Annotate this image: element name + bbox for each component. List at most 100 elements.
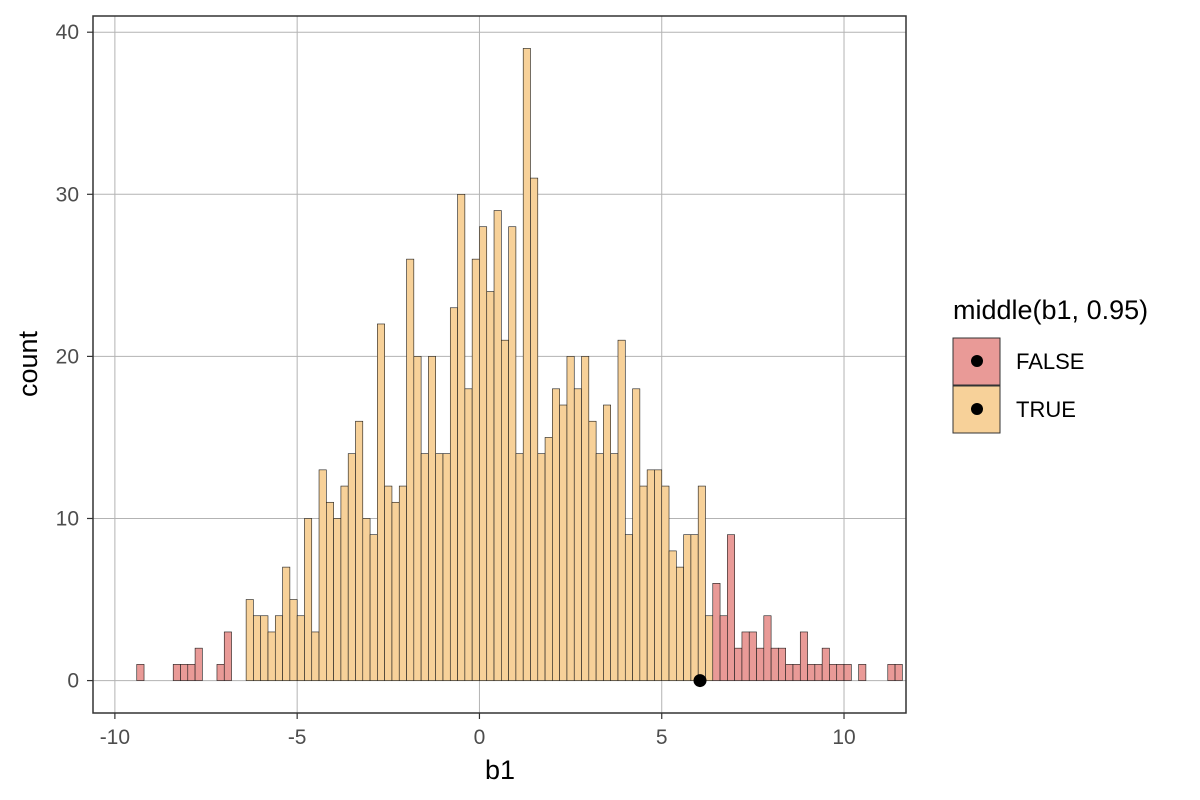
bar-false	[894, 664, 903, 681]
bar-true	[355, 420, 364, 681]
bar-true	[267, 631, 276, 681]
bar-true	[435, 453, 444, 681]
bar-false	[719, 615, 728, 681]
bar-true	[413, 356, 422, 681]
bar-false	[763, 615, 772, 681]
legend-item-true: TRUE	[952, 385, 1076, 434]
y-tick-label: 30	[56, 183, 79, 206]
bar-true	[377, 323, 385, 681]
bar-true	[559, 404, 568, 681]
bar-true	[683, 534, 692, 681]
legend-point-true	[971, 403, 983, 415]
bar-false	[770, 647, 779, 681]
legend-point-false	[971, 355, 983, 367]
bar-true	[326, 501, 334, 681]
y-axis-ticks: 0 10 20 30 40	[56, 21, 93, 693]
observed-point	[693, 674, 707, 688]
y-tick-label: 10	[56, 507, 79, 530]
observed-point-layer	[693, 674, 707, 688]
bar-true	[457, 194, 466, 681]
bar-true	[449, 307, 458, 681]
bar-false	[194, 647, 203, 681]
legend-title: middle(b1, 0.95)	[953, 295, 1148, 325]
bar-false	[180, 664, 189, 681]
bar-false	[216, 664, 225, 681]
bar-true	[515, 453, 524, 681]
legend-label-true: TRUE	[1016, 397, 1076, 422]
bar-true	[676, 566, 684, 681]
bar-false	[829, 664, 838, 681]
bar-true	[311, 631, 320, 681]
bar-false	[785, 664, 794, 681]
bar-true	[697, 485, 706, 681]
x-axis-ticks: -10 -5 0 5 10	[100, 713, 856, 749]
bar-false	[136, 664, 145, 681]
bar-false	[778, 647, 786, 681]
bar-true	[245, 599, 254, 681]
bar-true	[318, 469, 327, 681]
x-tick-label: 10	[832, 726, 855, 749]
bar-true	[384, 485, 393, 681]
x-tick-label: 0	[474, 726, 486, 749]
bar-true	[282, 566, 291, 681]
x-tick-label: -10	[100, 726, 130, 749]
bar-true	[588, 420, 597, 681]
bar-true	[603, 404, 611, 681]
bar-false	[814, 664, 823, 681]
bar-true	[632, 388, 641, 681]
bar-true	[420, 453, 429, 681]
bar-true	[690, 534, 699, 681]
bar-true	[661, 485, 670, 681]
bar-false	[887, 664, 896, 681]
bar-true	[508, 226, 517, 681]
bar-false	[756, 647, 765, 681]
bar-true	[471, 258, 480, 681]
bar-false	[836, 664, 845, 681]
y-tick-label: 40	[56, 21, 79, 44]
bar-true	[406, 258, 415, 681]
histogram-bars	[136, 48, 903, 681]
x-axis-title: b1	[485, 755, 515, 785]
bar-true	[552, 388, 560, 681]
bar-true	[347, 453, 356, 681]
bar-true	[253, 615, 262, 681]
x-tick-label: 5	[656, 726, 668, 749]
bar-false	[748, 631, 757, 681]
bar-true	[260, 615, 269, 681]
bar-true	[333, 518, 342, 681]
bar-true	[668, 550, 677, 681]
bar-true	[646, 469, 655, 681]
bar-false	[712, 583, 721, 681]
bar-false	[172, 664, 181, 681]
legend-item-false: FALSE	[952, 337, 1084, 386]
bar-true	[705, 615, 714, 681]
bar-true	[493, 210, 502, 681]
bar-true	[624, 534, 633, 681]
panel-border	[92, 15, 907, 714]
bar-true	[442, 453, 451, 681]
bar-true	[573, 388, 582, 681]
bar-true	[654, 469, 663, 681]
bar-true	[479, 226, 488, 681]
legend: middle(b1, 0.95) FALSE TRUE	[952, 295, 1148, 434]
bar-false	[807, 664, 816, 681]
bar-true	[544, 437, 553, 681]
y-tick-label: 20	[56, 345, 79, 368]
y-tick-label: 0	[67, 670, 79, 693]
bar-false	[187, 664, 196, 681]
bar-true	[530, 177, 539, 681]
bar-false	[843, 664, 852, 681]
bar-false	[792, 664, 801, 681]
bar-false	[799, 631, 808, 681]
bar-true	[274, 615, 283, 681]
bar-true	[296, 615, 305, 681]
bar-false	[858, 664, 867, 681]
bar-true	[581, 356, 590, 681]
y-axis-title: count	[13, 330, 43, 397]
bar-true	[391, 501, 400, 681]
bar-true	[566, 356, 575, 681]
legend-label-false: FALSE	[1016, 349, 1084, 374]
bar-true	[522, 48, 531, 681]
bar-true	[595, 453, 604, 681]
